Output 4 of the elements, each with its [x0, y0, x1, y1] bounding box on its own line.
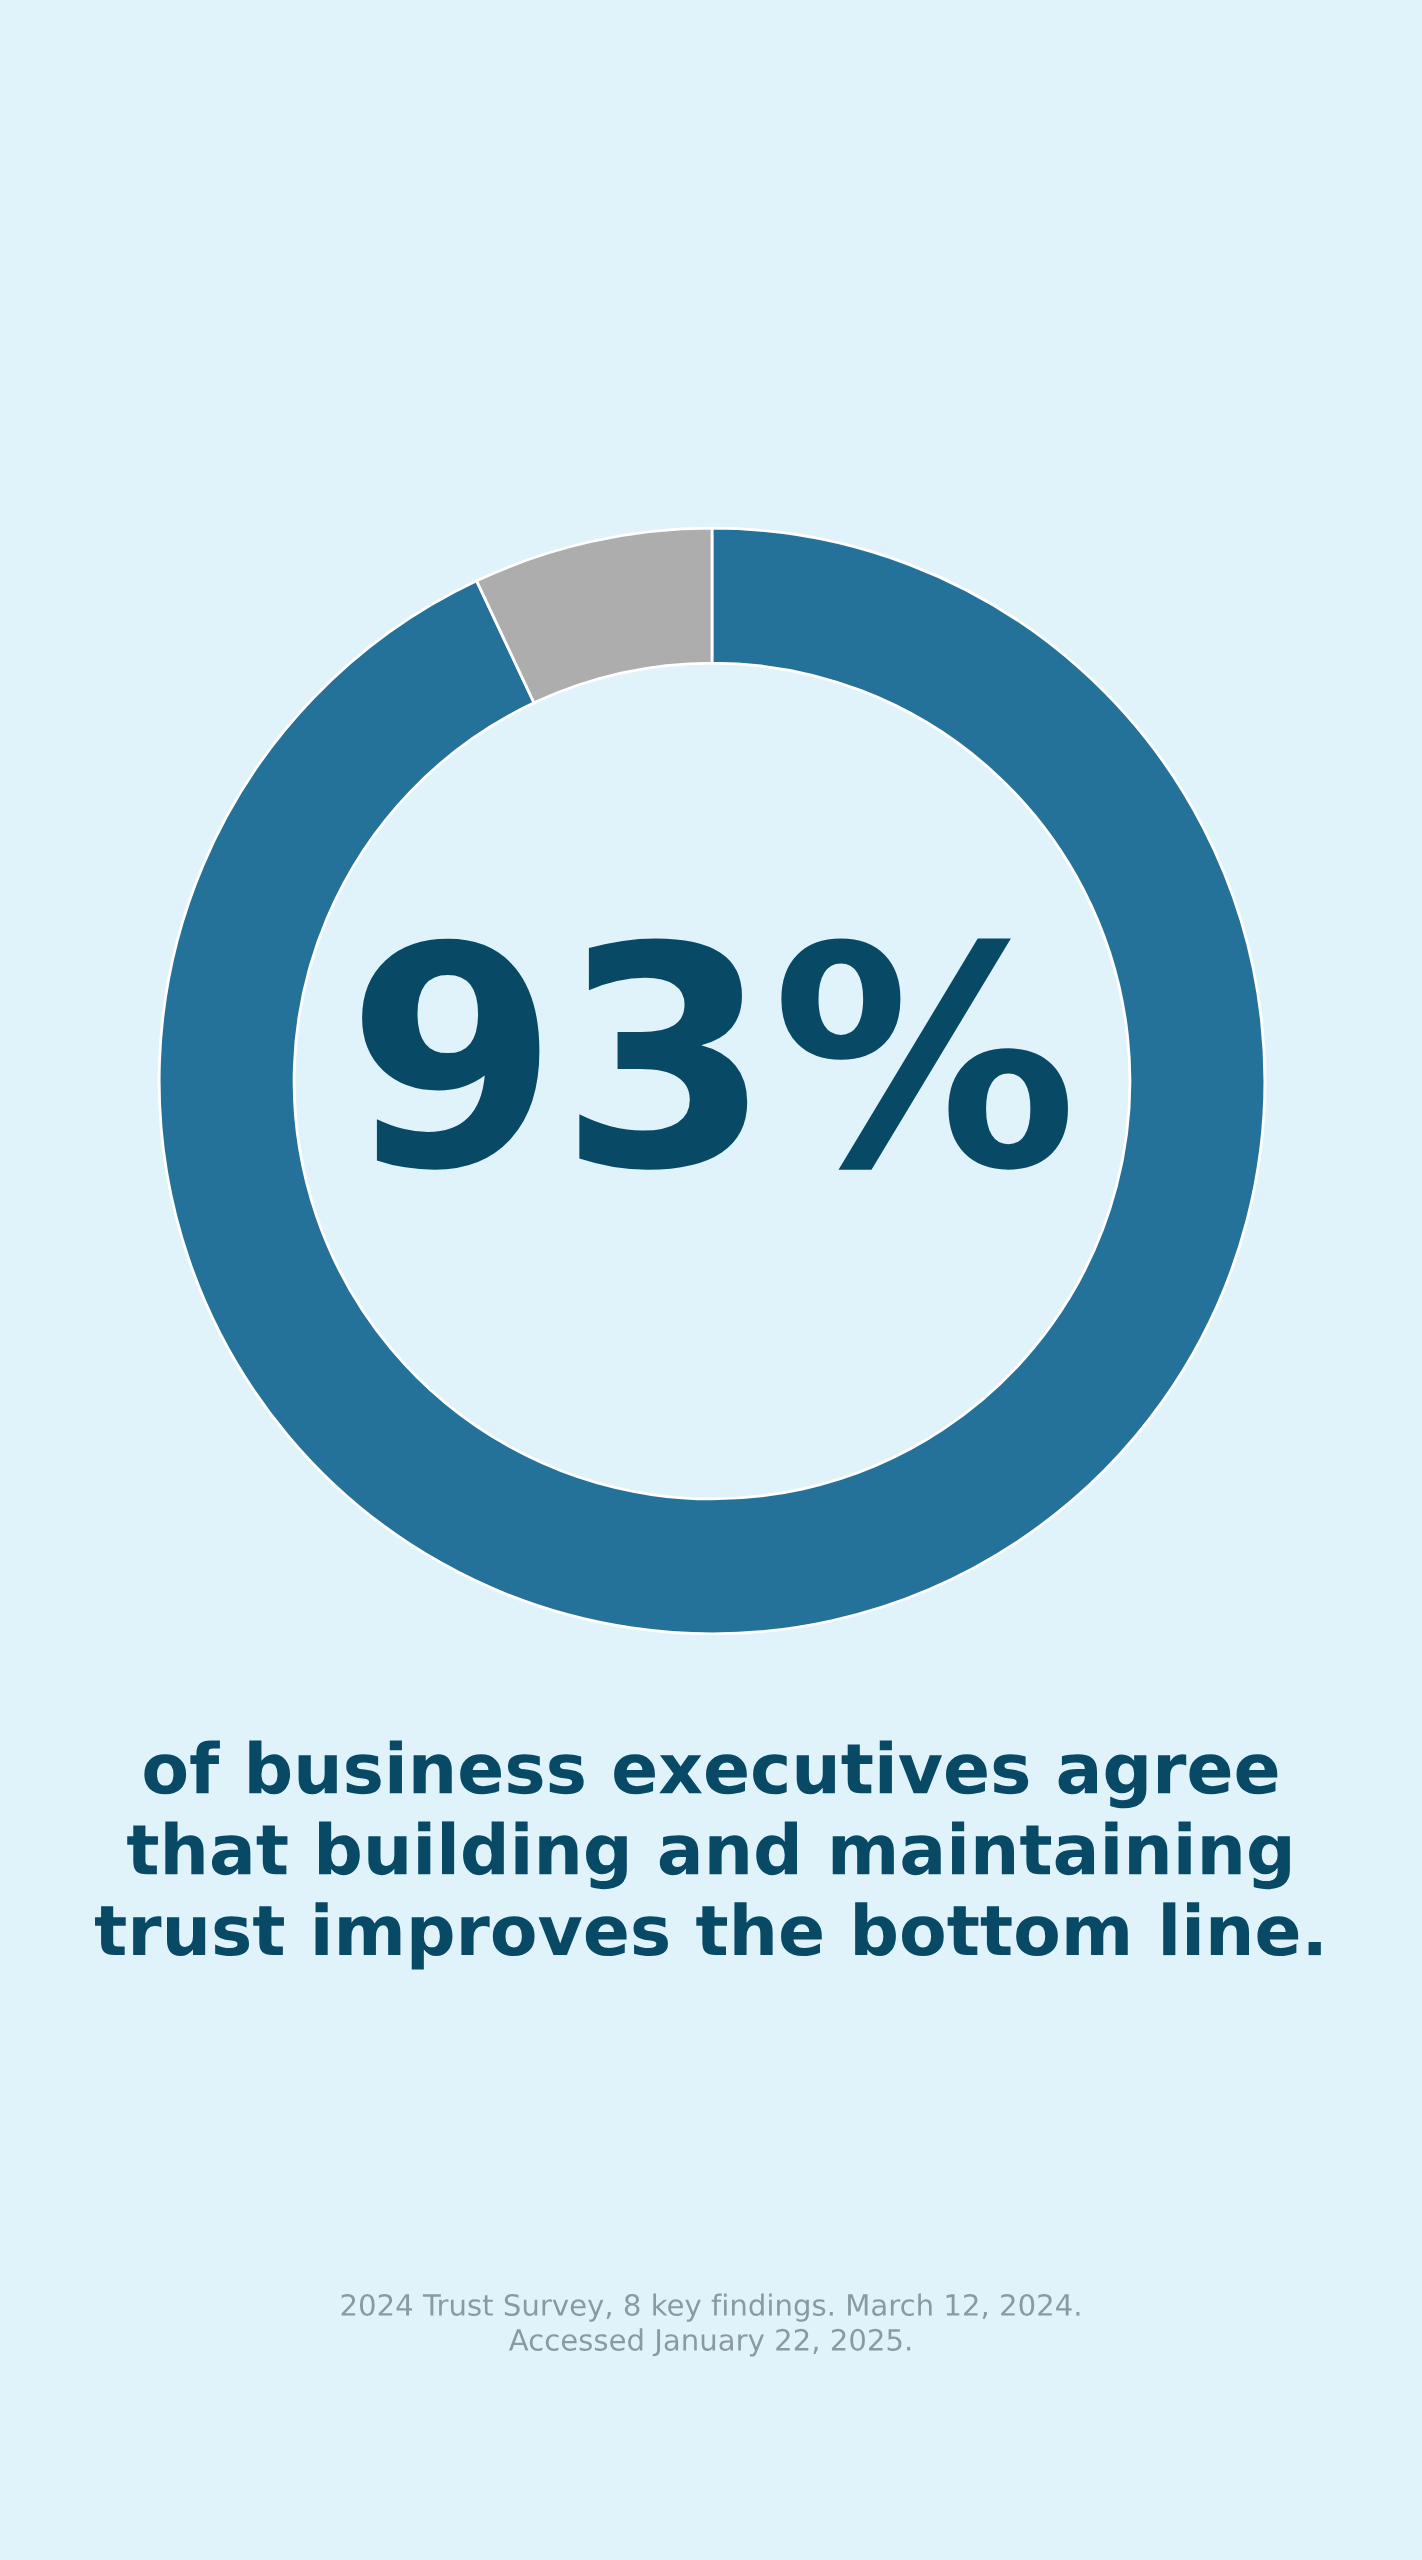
data-label: 93%: [362, 938, 1068, 1170]
text: of business executives agree that building and maintaining trust improves the bottom line.: [95, 1740, 1321, 1970]
text: 2024 Trust Survey, 8 key findings. March 12, 2024. Accessed January 22, 2025.: [341, 2293, 1080, 2357]
donut-slice: [157, 526, 1267, 1636]
